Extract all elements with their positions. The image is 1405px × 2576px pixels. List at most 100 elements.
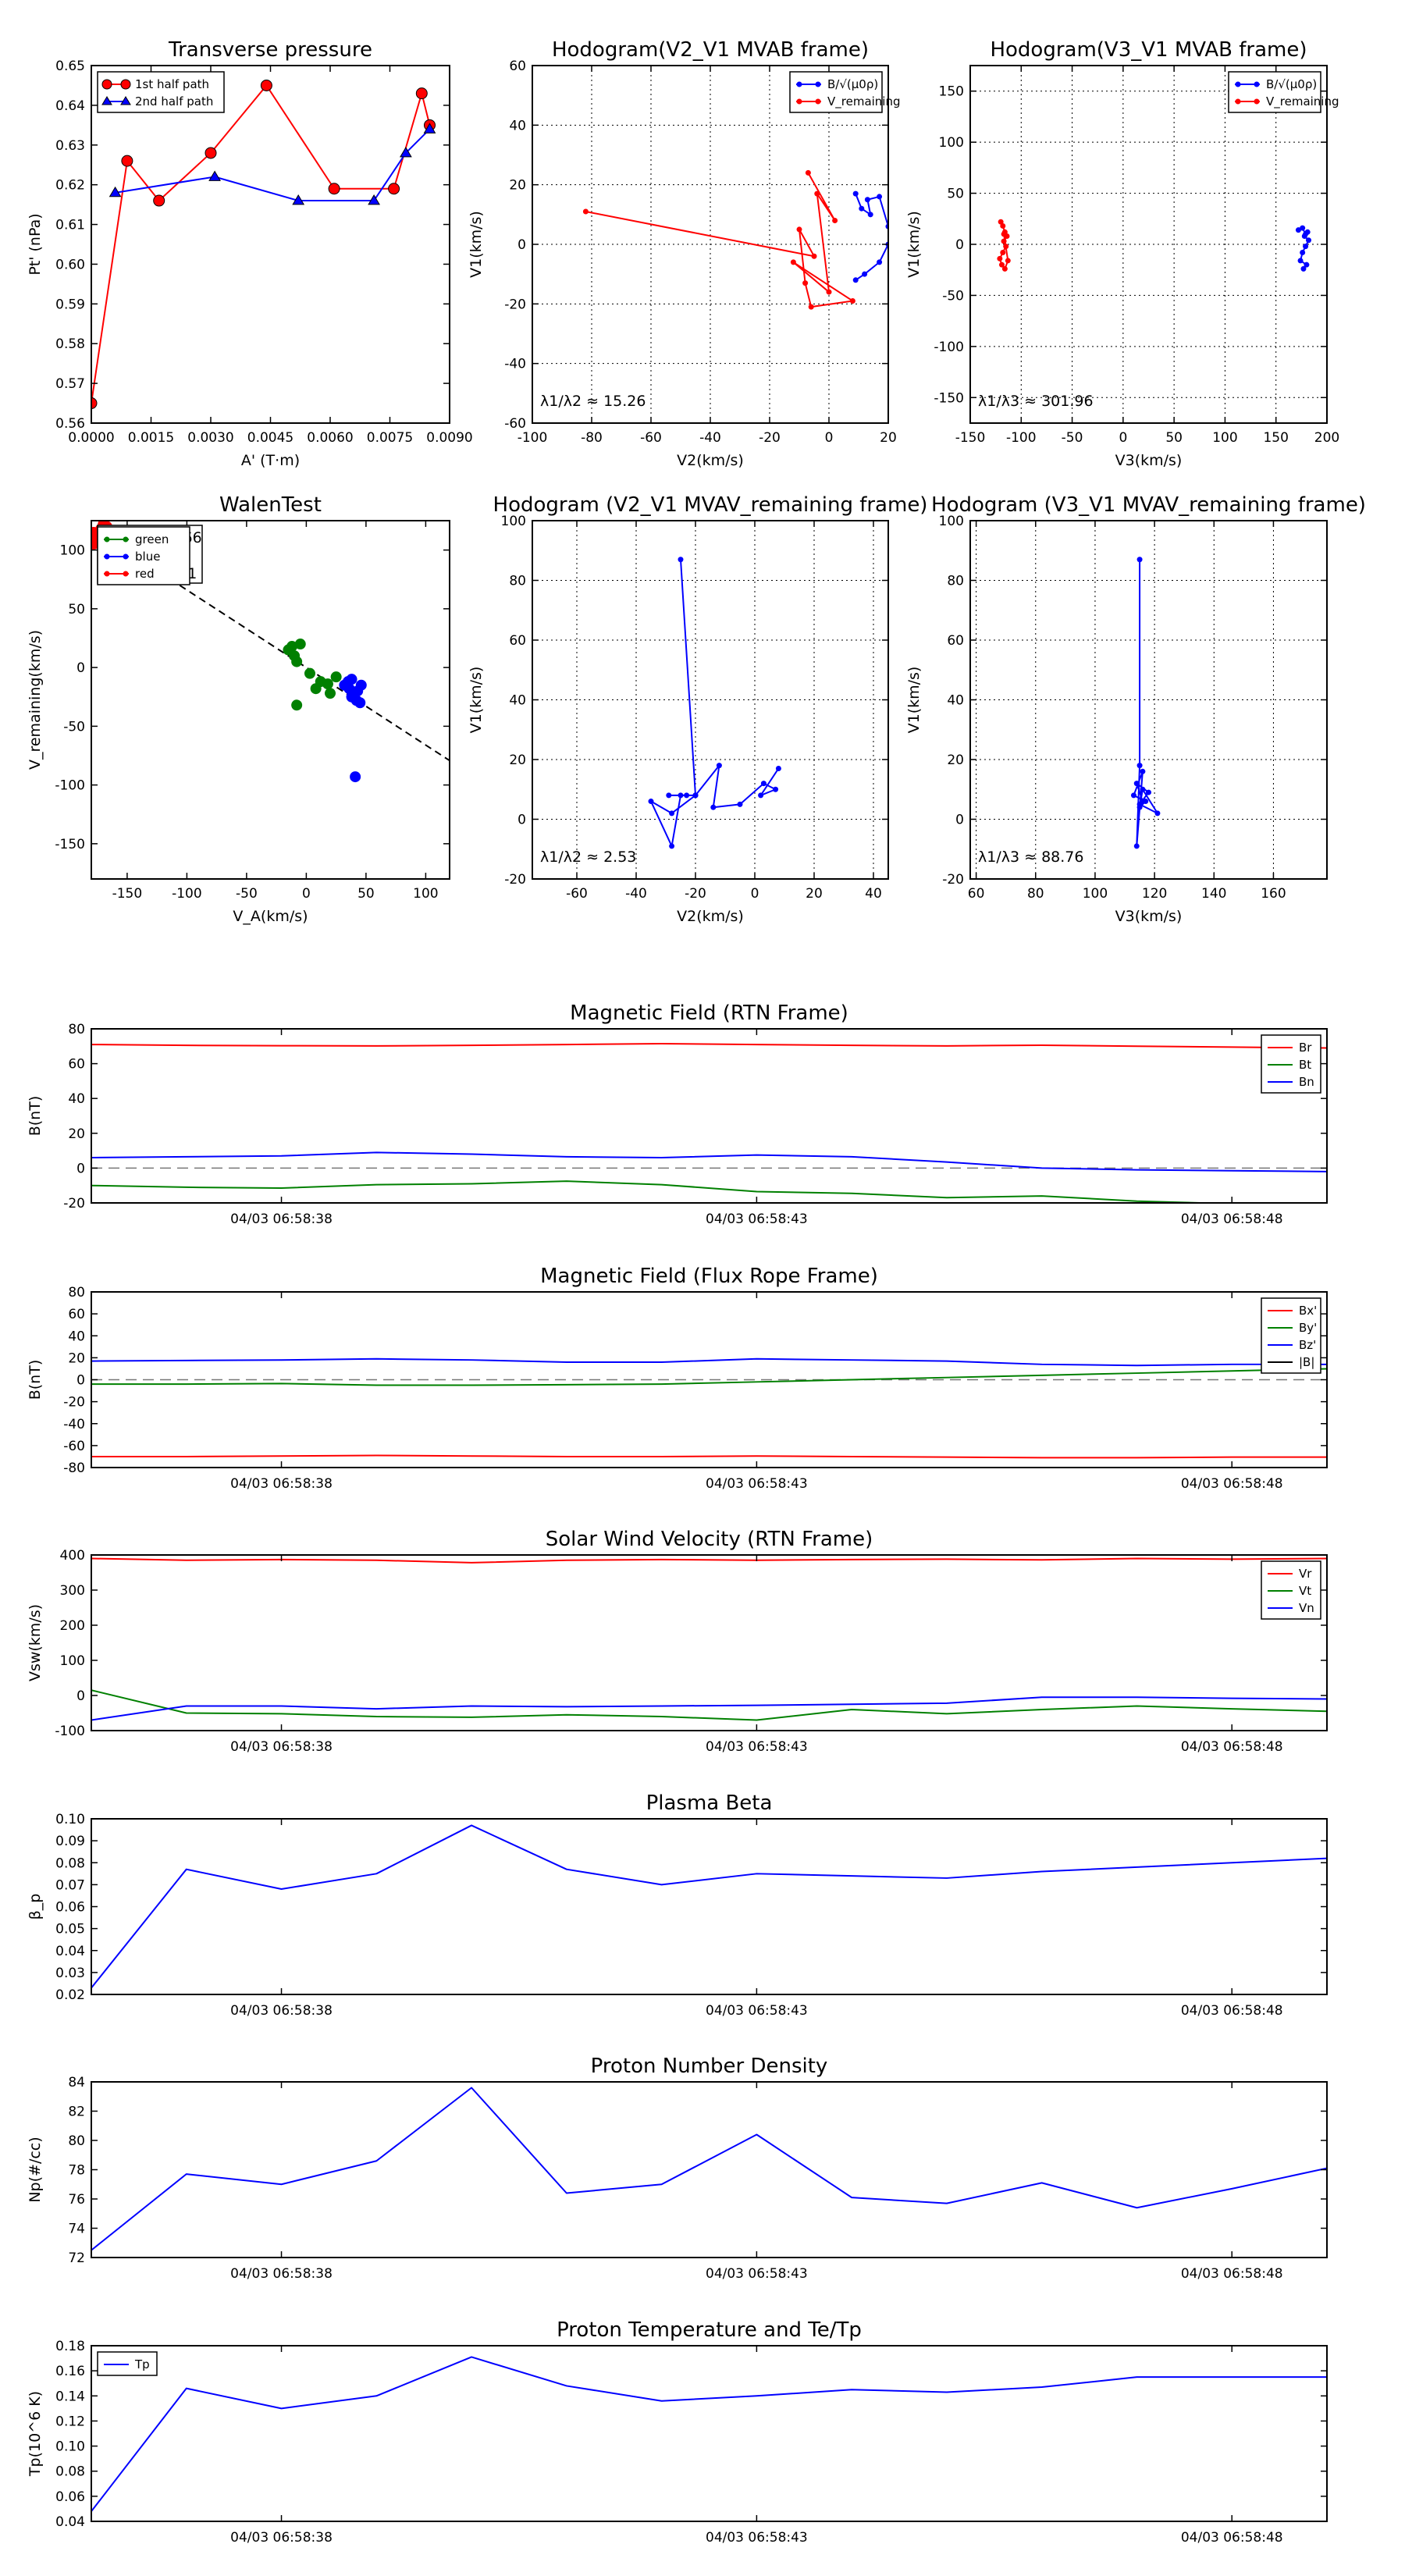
y-axis-label: Np(#/cc) <box>27 2137 44 2202</box>
y-tick-label: 0.56 <box>55 416 85 432</box>
x-tick-label: 04/03 06:58:48 <box>1181 1739 1283 1755</box>
y-tick-label: -20 <box>504 872 526 888</box>
legend-label: Vr <box>1299 1567 1312 1581</box>
data-point <box>260 79 272 91</box>
legend-label: Tp <box>134 2357 150 2371</box>
series-line-Bx' <box>91 1454 1327 1459</box>
data-point <box>350 771 361 783</box>
y-tick-label: -80 <box>63 1461 85 1476</box>
y-tick-label: 0.02 <box>55 1987 85 2003</box>
y-tick-label: -40 <box>63 1417 85 1432</box>
y-tick-label: 0 <box>955 813 964 828</box>
data-point <box>849 298 855 304</box>
data-point <box>832 217 838 223</box>
data-point <box>666 792 672 799</box>
x-tick-label: 04/03 06:58:48 <box>1181 2266 1283 2282</box>
y-tick-label: 400 <box>60 1548 85 1564</box>
y-tick-label: 78 <box>68 2163 85 2179</box>
y-tick-label: 150 <box>939 84 964 100</box>
data-point <box>355 679 367 691</box>
x-tick-label: 04/03 06:58:38 <box>230 1739 333 1755</box>
x-tick-label: 04/03 06:58:48 <box>1181 2003 1283 2019</box>
y-tick-label: -20 <box>63 1196 85 1212</box>
data-point <box>368 194 380 205</box>
legend-label: Bn <box>1299 1075 1314 1089</box>
data-point <box>1305 237 1311 244</box>
data-point <box>678 792 684 799</box>
y-tick-label: 20 <box>68 1350 85 1366</box>
x-tick-label: 120 <box>1142 886 1167 902</box>
legend-label: Bt <box>1299 1058 1311 1072</box>
x-tick-label: 04/03 06:58:38 <box>230 2266 333 2282</box>
y-tick-label: 20 <box>509 753 526 768</box>
legend-box <box>1228 71 1321 113</box>
y-tick-label: 100 <box>60 1653 85 1669</box>
y-tick-label: 0.63 <box>55 138 85 154</box>
x-tick-label: 04/03 06:58:43 <box>706 2266 808 2282</box>
data-point <box>330 671 342 683</box>
data-point <box>805 169 811 176</box>
y-tick-label: 20 <box>68 1126 85 1142</box>
x-tick-label: 50 <box>1165 430 1183 446</box>
x-tick-label: 04/03 06:58:43 <box>706 2003 808 2019</box>
data-point <box>1136 763 1143 769</box>
x-tick-label: 160 <box>1261 886 1286 902</box>
chart-magnetic-field-rtn: Magnetic Field (RTN Frame) 04/03 06:58:38… <box>27 1002 1328 1227</box>
y-axis-label: V_remaining(km/s) <box>27 630 44 770</box>
y-tick-label: 100 <box>501 514 526 529</box>
data-point <box>710 804 717 810</box>
y-tick-label: 60 <box>68 1307 85 1322</box>
legend-label: B/√(μ0ρ) <box>1266 77 1317 91</box>
data-point <box>1001 238 1007 244</box>
y-tick-label: 50 <box>68 602 85 617</box>
y-tick-label: 72 <box>68 2250 85 2266</box>
axes-frame <box>91 1028 1328 1204</box>
data-point <box>322 678 333 690</box>
y-tick-label: 0 <box>76 1373 85 1389</box>
y-tick-label: 0.58 <box>55 336 85 352</box>
data-point <box>1003 244 1009 250</box>
legend-label: 2nd half path <box>135 94 213 109</box>
y-tick-label: 0.61 <box>55 218 85 233</box>
y-axis-label: V1(km/s) <box>468 211 485 278</box>
x-tick-label: 0.0015 <box>128 430 174 446</box>
series-line-Vt <box>91 1689 1327 1721</box>
chart-walen-test: WalenTest -150 -100 -50 0 50 100 -150 -100 -50 0 50… <box>27 493 450 925</box>
y-tick-label: -20 <box>942 872 964 888</box>
y-tick-label: 100 <box>60 543 85 559</box>
data-point <box>400 146 412 158</box>
y-tick-label: 0 <box>518 237 526 253</box>
data-point <box>582 208 589 215</box>
x-tick-label: -20 <box>759 430 781 446</box>
series-group <box>997 219 1311 272</box>
data-point <box>325 688 336 699</box>
series-line-Vn <box>91 1696 1327 1721</box>
data-point <box>796 226 802 233</box>
y-tick-label: 0.06 <box>55 2489 85 2505</box>
legend-label: green <box>135 532 169 546</box>
chart-title: Proton Number Density <box>591 2055 828 2078</box>
legend-marker <box>1235 81 1241 87</box>
y-tick-label: -60 <box>504 416 526 432</box>
legend-marker <box>120 96 131 105</box>
annotation-text: λ1/λ3 ≈ 88.76 <box>978 849 1083 866</box>
series-line-B/√(μ0ρ) <box>855 193 888 281</box>
x-tick-label: 150 <box>1263 430 1288 446</box>
y-tick-label: 40 <box>509 118 526 133</box>
data-point <box>1005 258 1011 264</box>
y-axis-label: Tp(10^6 K) <box>27 2391 44 2477</box>
y-tick-label: 50 <box>947 187 964 202</box>
data-point <box>692 792 699 799</box>
data-point <box>304 667 315 679</box>
y-tick-label: 0.57 <box>55 376 85 392</box>
y-tick-label: 0.04 <box>55 1944 85 1959</box>
data-point <box>867 212 873 218</box>
x-tick-label: 04/03 06:58:43 <box>706 1739 808 1755</box>
data-point <box>808 304 814 310</box>
legend-marker <box>123 553 129 560</box>
data-point <box>1136 557 1143 563</box>
x-tick-label: -20 <box>685 886 706 902</box>
x-tick-label: 0.0030 <box>187 430 233 446</box>
data-point <box>310 683 322 695</box>
chart-title: Transverse pressure <box>168 38 372 62</box>
